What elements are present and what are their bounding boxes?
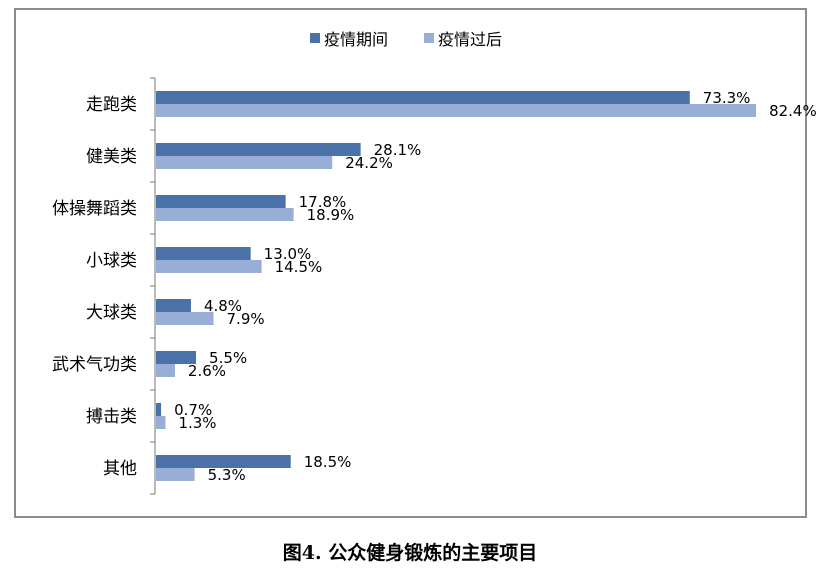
data-label-series-1: 4.8% xyxy=(204,297,242,315)
category-label: 搏击类 xyxy=(86,407,137,427)
bar-series-1 xyxy=(156,247,251,260)
bar-series-1 xyxy=(156,91,690,104)
data-label-series-1: 5.5% xyxy=(209,349,247,367)
bar-series-2 xyxy=(156,312,214,325)
bar-series-1 xyxy=(156,351,197,364)
category-label: 体操舞蹈类 xyxy=(52,199,137,219)
bar-series-2 xyxy=(156,260,262,273)
data-label-series-2: 14.5% xyxy=(275,258,323,276)
figure-caption: 图4. 公众健身锻炼的主要项目 xyxy=(282,542,538,564)
bar-series-2 xyxy=(156,208,294,221)
data-label-series-2: 24.2% xyxy=(345,154,393,172)
bars-group xyxy=(156,91,757,481)
category-label: 走跑类 xyxy=(86,95,137,115)
category-label: 武术气功类 xyxy=(52,355,137,375)
bar-series-2 xyxy=(156,104,757,117)
legend-swatch-series-2 xyxy=(424,33,434,43)
data-label-series-1: 73.3% xyxy=(703,89,751,107)
legend-label-series-2: 疫情过后 xyxy=(438,30,502,49)
data-label-series-1: 28.1% xyxy=(374,141,422,159)
bar-series-2 xyxy=(156,364,175,377)
data-label-series-2: 2.6% xyxy=(188,362,226,380)
bar-series-1 xyxy=(156,455,291,468)
legend-swatch-series-1 xyxy=(310,33,320,43)
bar-series-2 xyxy=(156,416,166,429)
labels-group: 走跑类 73.3% 82.4% 健美类 28.1%24.2% 体操舞蹈类 17.8%18.9… xyxy=(52,89,817,484)
category-axis xyxy=(150,77,156,495)
data-label-series-2: 18.9% xyxy=(307,206,355,224)
bar-chart: 疫情期间 疫情过后 走跑类 73.3% 82.4% 健美类 28.1%24.2% 体操舞蹈… xyxy=(52,30,817,495)
bar-series-1 xyxy=(156,143,361,156)
data-label-series-2: 1.3% xyxy=(178,414,216,432)
category-label: 其他 xyxy=(103,459,137,479)
category-label: 小球类 xyxy=(86,251,137,271)
data-label-series-1: 0.7% xyxy=(174,401,212,419)
bar-series-1 xyxy=(156,299,191,312)
data-label-series-2: 82.4% xyxy=(769,102,817,120)
bar-series-1 xyxy=(156,403,162,416)
data-label-series-2: 5.3% xyxy=(208,466,246,484)
data-label-series-1: 13.0% xyxy=(264,245,312,263)
data-label-series-1: 18.5% xyxy=(304,453,352,471)
category-label: 健美类 xyxy=(86,147,137,167)
legend: 疫情期间 疫情过后 xyxy=(310,30,502,49)
category-label: 大球类 xyxy=(86,303,137,323)
legend-label-series-1: 疫情期间 xyxy=(324,30,388,49)
data-label-series-1: 17.8% xyxy=(299,193,347,211)
bar-series-1 xyxy=(156,195,286,208)
bar-series-2 xyxy=(156,156,333,169)
data-label-series-2: 7.9% xyxy=(227,310,265,328)
bar-series-2 xyxy=(156,468,195,481)
